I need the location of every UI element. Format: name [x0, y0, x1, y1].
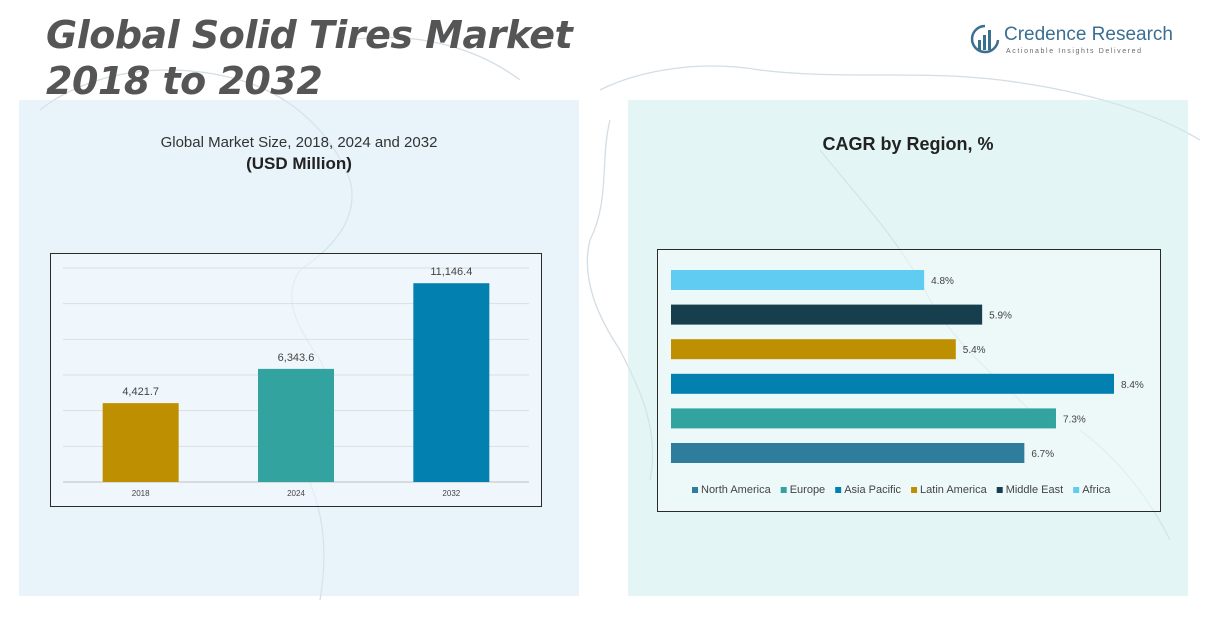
bar-chart-globe-icon	[970, 24, 1000, 54]
cagr-chart-title: CAGR by Region, %	[822, 134, 994, 154]
hbar-north-america	[671, 443, 1025, 463]
hbar-europe	[671, 408, 1056, 429]
bar-value-label: 11,146.4	[430, 266, 472, 278]
legend-swatch	[692, 487, 698, 493]
hbar-value-label: 7.3%	[1063, 414, 1086, 425]
logo-name: Credence Research	[1004, 24, 1173, 45]
hbar-value-label: 6.7%	[1031, 449, 1054, 460]
cagr-panel: CAGR by Region, % 4.8% 5.9% 5.4% 8.4% 7.3% 6.…	[628, 100, 1188, 596]
page-title-line-1: Global Solid Tires Market	[46, 13, 573, 57]
legend-entry: Africa	[1082, 484, 1111, 496]
hbar-latin-america	[671, 339, 956, 360]
legend-swatch	[835, 487, 842, 493]
hbar-value-label: 8.4%	[1121, 380, 1144, 391]
legend-entry: Middle East	[1006, 484, 1063, 496]
legend-swatch	[996, 487, 1003, 493]
legend-swatch	[1073, 487, 1080, 493]
market-size-plot-area: 4,421.7 2018 6,343.6 2024 11,146.4 2032	[50, 253, 542, 507]
hbar-value-label: 4.8%	[931, 276, 954, 287]
page-title-line-2: 2018 to 2032	[46, 59, 323, 103]
legend: North America Europe Asia Pacific Latin Ame…	[692, 484, 1111, 496]
bar-2024	[258, 368, 334, 482]
bar-value-label: 4,421.7	[122, 386, 159, 398]
legend-entry: North America	[701, 484, 772, 496]
bar-2032	[413, 283, 490, 482]
hbar-value-label: 5.9%	[989, 311, 1012, 322]
x-tick-label: 2024	[287, 489, 305, 498]
bar-2018	[102, 403, 179, 482]
cagr-plot-area: 4.8% 5.9% 5.4% 8.4% 7.3% 6.7% North America Eur…	[657, 249, 1161, 512]
legend-swatch	[780, 487, 787, 493]
page-title: Global Solid Tires Market 2018 to 2032	[46, 12, 573, 104]
hbar-africa	[671, 270, 925, 290]
legend-entry: Latin America	[920, 484, 988, 496]
x-tick-label: 2018	[132, 489, 150, 498]
market-size-bar-chart: 4,421.7 2018 6,343.6 2024 11,146.4 2032	[63, 266, 529, 498]
bar-value-label: 6,343.6	[278, 352, 315, 364]
hbar-middle-east	[671, 304, 983, 325]
logo-tagline: Actionable Insights Delivered	[1006, 48, 1143, 55]
hbar-value-label: 5.4%	[963, 345, 986, 356]
legend-entry: Asia Pacific	[844, 484, 901, 496]
legend-swatch	[911, 487, 918, 493]
market-size-panel: Global Market Size, 2018, 2024 and 2032 …	[19, 100, 579, 596]
legend-entry: Europe	[790, 484, 825, 496]
market-size-chart-unit: (USD Million)	[246, 154, 352, 173]
market-size-chart-title: Global Market Size, 2018, 2024 and 2032	[160, 134, 438, 151]
cagr-horizontal-bar-chart: 4.8% 5.9% 5.4% 8.4% 7.3% 6.7% North America Eur…	[671, 270, 1144, 496]
credence-research-logo: Credence Research Actionable Insights De…	[970, 22, 1173, 58]
hbar-asia-pacific	[671, 373, 1114, 394]
x-tick-label: 2032	[442, 489, 460, 498]
